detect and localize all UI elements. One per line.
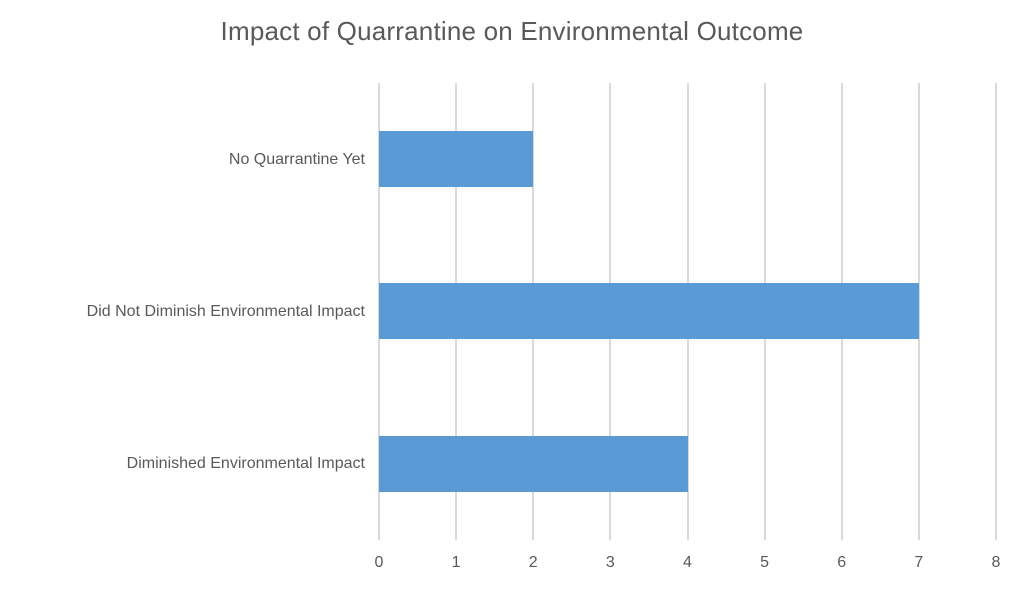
x-tick-label: 1 xyxy=(451,554,461,571)
x-tick-label: 8 xyxy=(991,554,1001,571)
gridline xyxy=(995,83,997,540)
bar xyxy=(379,435,688,492)
x-tick-label: 4 xyxy=(683,554,692,571)
x-tick-label: 3 xyxy=(605,554,615,571)
plot-area xyxy=(378,83,997,540)
x-tick-label: 6 xyxy=(837,554,847,571)
bar xyxy=(379,131,534,188)
x-tick-label: 7 xyxy=(914,554,924,571)
chart-title: Impact of Quarrantine on Environmental O… xyxy=(220,16,804,46)
bar-row xyxy=(379,83,996,235)
gridline xyxy=(917,83,920,540)
category-label: Diminished Environmental Impact xyxy=(126,455,365,473)
x-tick-label: 5 xyxy=(760,554,770,571)
bar-row xyxy=(379,235,996,387)
bar xyxy=(379,283,919,340)
x-axis: 0 1 2 3 4 5 6 7 8 xyxy=(375,540,1001,584)
x-tick-label: 0 xyxy=(374,554,384,571)
category-axis: No Quarrantine Yet Did Not Diminish Envir… xyxy=(0,83,365,540)
category-label: No Quarrantine Yet xyxy=(228,150,365,168)
category-label: Did Not Diminish Environmental Impact xyxy=(86,302,365,320)
x-tick-label: 2 xyxy=(528,554,538,571)
bar-row xyxy=(379,388,996,540)
